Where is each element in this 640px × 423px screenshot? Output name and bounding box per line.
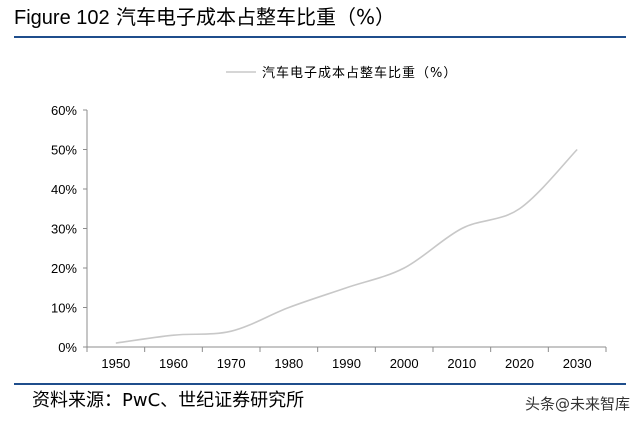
y-tick-label: 60% bbox=[51, 103, 77, 118]
y-tick-label: 40% bbox=[51, 182, 77, 197]
y-tick-label: 0% bbox=[58, 340, 77, 355]
series-line bbox=[115, 148, 578, 344]
y-tick-label: 50% bbox=[51, 143, 77, 158]
figure-title-text: 汽车电子成本占整车比重（%） bbox=[115, 5, 395, 29]
x-tick-label: 1990 bbox=[332, 356, 361, 371]
x-tick-label: 2000 bbox=[390, 356, 419, 371]
watermark: 头条@未来智库 bbox=[524, 395, 630, 413]
x-tick-label: 2010 bbox=[447, 356, 476, 371]
bottom-rule bbox=[14, 383, 626, 385]
x-tick-label: 2020 bbox=[505, 356, 534, 371]
y-tick-label: 20% bbox=[51, 261, 77, 276]
x-tick-label: 1960 bbox=[159, 356, 188, 371]
figure-label: Figure 102 bbox=[14, 7, 110, 29]
legend-label: 汽车电子成本占整车比重（%） bbox=[262, 65, 457, 81]
source-note: 资料来源：PwC、世纪证券研究所 bbox=[32, 390, 305, 411]
x-tick-label: 1970 bbox=[217, 356, 246, 371]
x-tick-label: 1980 bbox=[274, 356, 303, 371]
x-tick-label: 1950 bbox=[101, 356, 130, 371]
y-tick-label: 10% bbox=[51, 301, 77, 316]
y-tick-label: 30% bbox=[51, 222, 77, 237]
top-rule bbox=[14, 36, 626, 38]
figure-title: Figure 102 汽车电子成本占整车比重（%） bbox=[14, 4, 395, 31]
x-tick-label: 2030 bbox=[563, 356, 592, 371]
